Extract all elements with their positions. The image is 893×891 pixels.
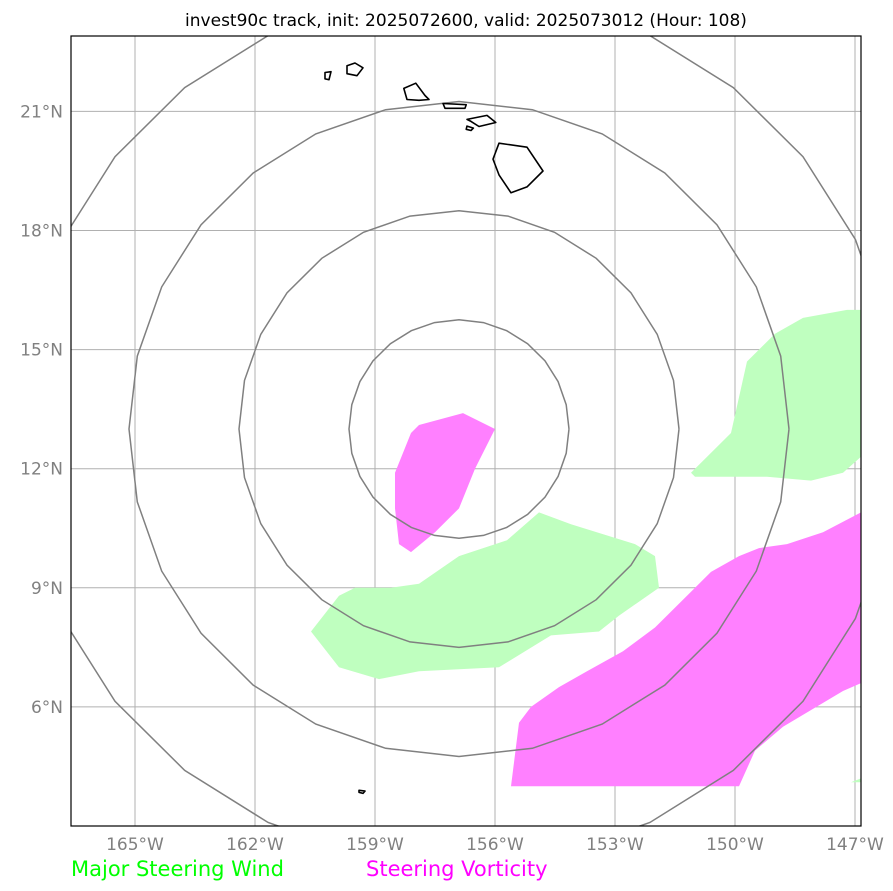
lon-tick-label: 147°W (826, 835, 884, 855)
steering-wind-area (851, 778, 861, 783)
steering-vorticity-area (511, 512, 861, 787)
island-coastline (466, 114, 497, 128)
plot-area (71, 36, 861, 826)
lon-tick-label: 159°W (346, 835, 404, 855)
lon-tick-label: 156°W (466, 835, 524, 855)
lon-tick-label: 150°W (706, 835, 764, 855)
steering-vorticity-area (395, 413, 495, 553)
legend-steering-vorticity: Steering Vorticity (366, 857, 548, 881)
range-ring (348, 319, 570, 539)
island-coastline (402, 82, 430, 102)
legend-major-steering-wind: Major Steering Wind (71, 857, 284, 881)
island-coastline (358, 789, 366, 795)
lat-tick-label: 9°N (31, 579, 63, 599)
plot-frame (70, 35, 862, 827)
latitude-tick-labels: 6°N 9°N 12°N 15°N 18°N 21°N (20, 102, 63, 717)
range-ring (238, 209, 680, 649)
steering-vorticity-layer (395, 413, 861, 787)
figure-title: invest90c track, init: 2025072600, valid… (185, 11, 747, 31)
steering-wind-area (311, 512, 659, 680)
coastlines (324, 62, 544, 795)
range-ring (128, 100, 790, 758)
island-coastline (346, 62, 364, 77)
island-coastline (324, 70, 332, 81)
range-ring (71, 36, 861, 826)
range-rings (71, 36, 861, 826)
lat-tick-label: 6°N (31, 698, 63, 718)
lat-tick-label: 18°N (20, 222, 63, 242)
lat-tick-label: 15°N (20, 341, 63, 361)
lon-tick-label: 162°W (226, 835, 284, 855)
lat-tick-label: 21°N (20, 102, 63, 122)
lon-tick-label: 153°W (586, 835, 644, 855)
island-coastline (492, 142, 544, 194)
lat-tick-label: 12°N (20, 460, 63, 480)
lon-tick-label: 165°W (106, 835, 164, 855)
island-coastline (442, 102, 468, 110)
steering-wind-area (691, 309, 861, 481)
longitude-tick-labels: 165°W 162°W 159°W 156°W 153°W 150°W 147°W (106, 835, 884, 855)
island-coastline (465, 125, 475, 132)
